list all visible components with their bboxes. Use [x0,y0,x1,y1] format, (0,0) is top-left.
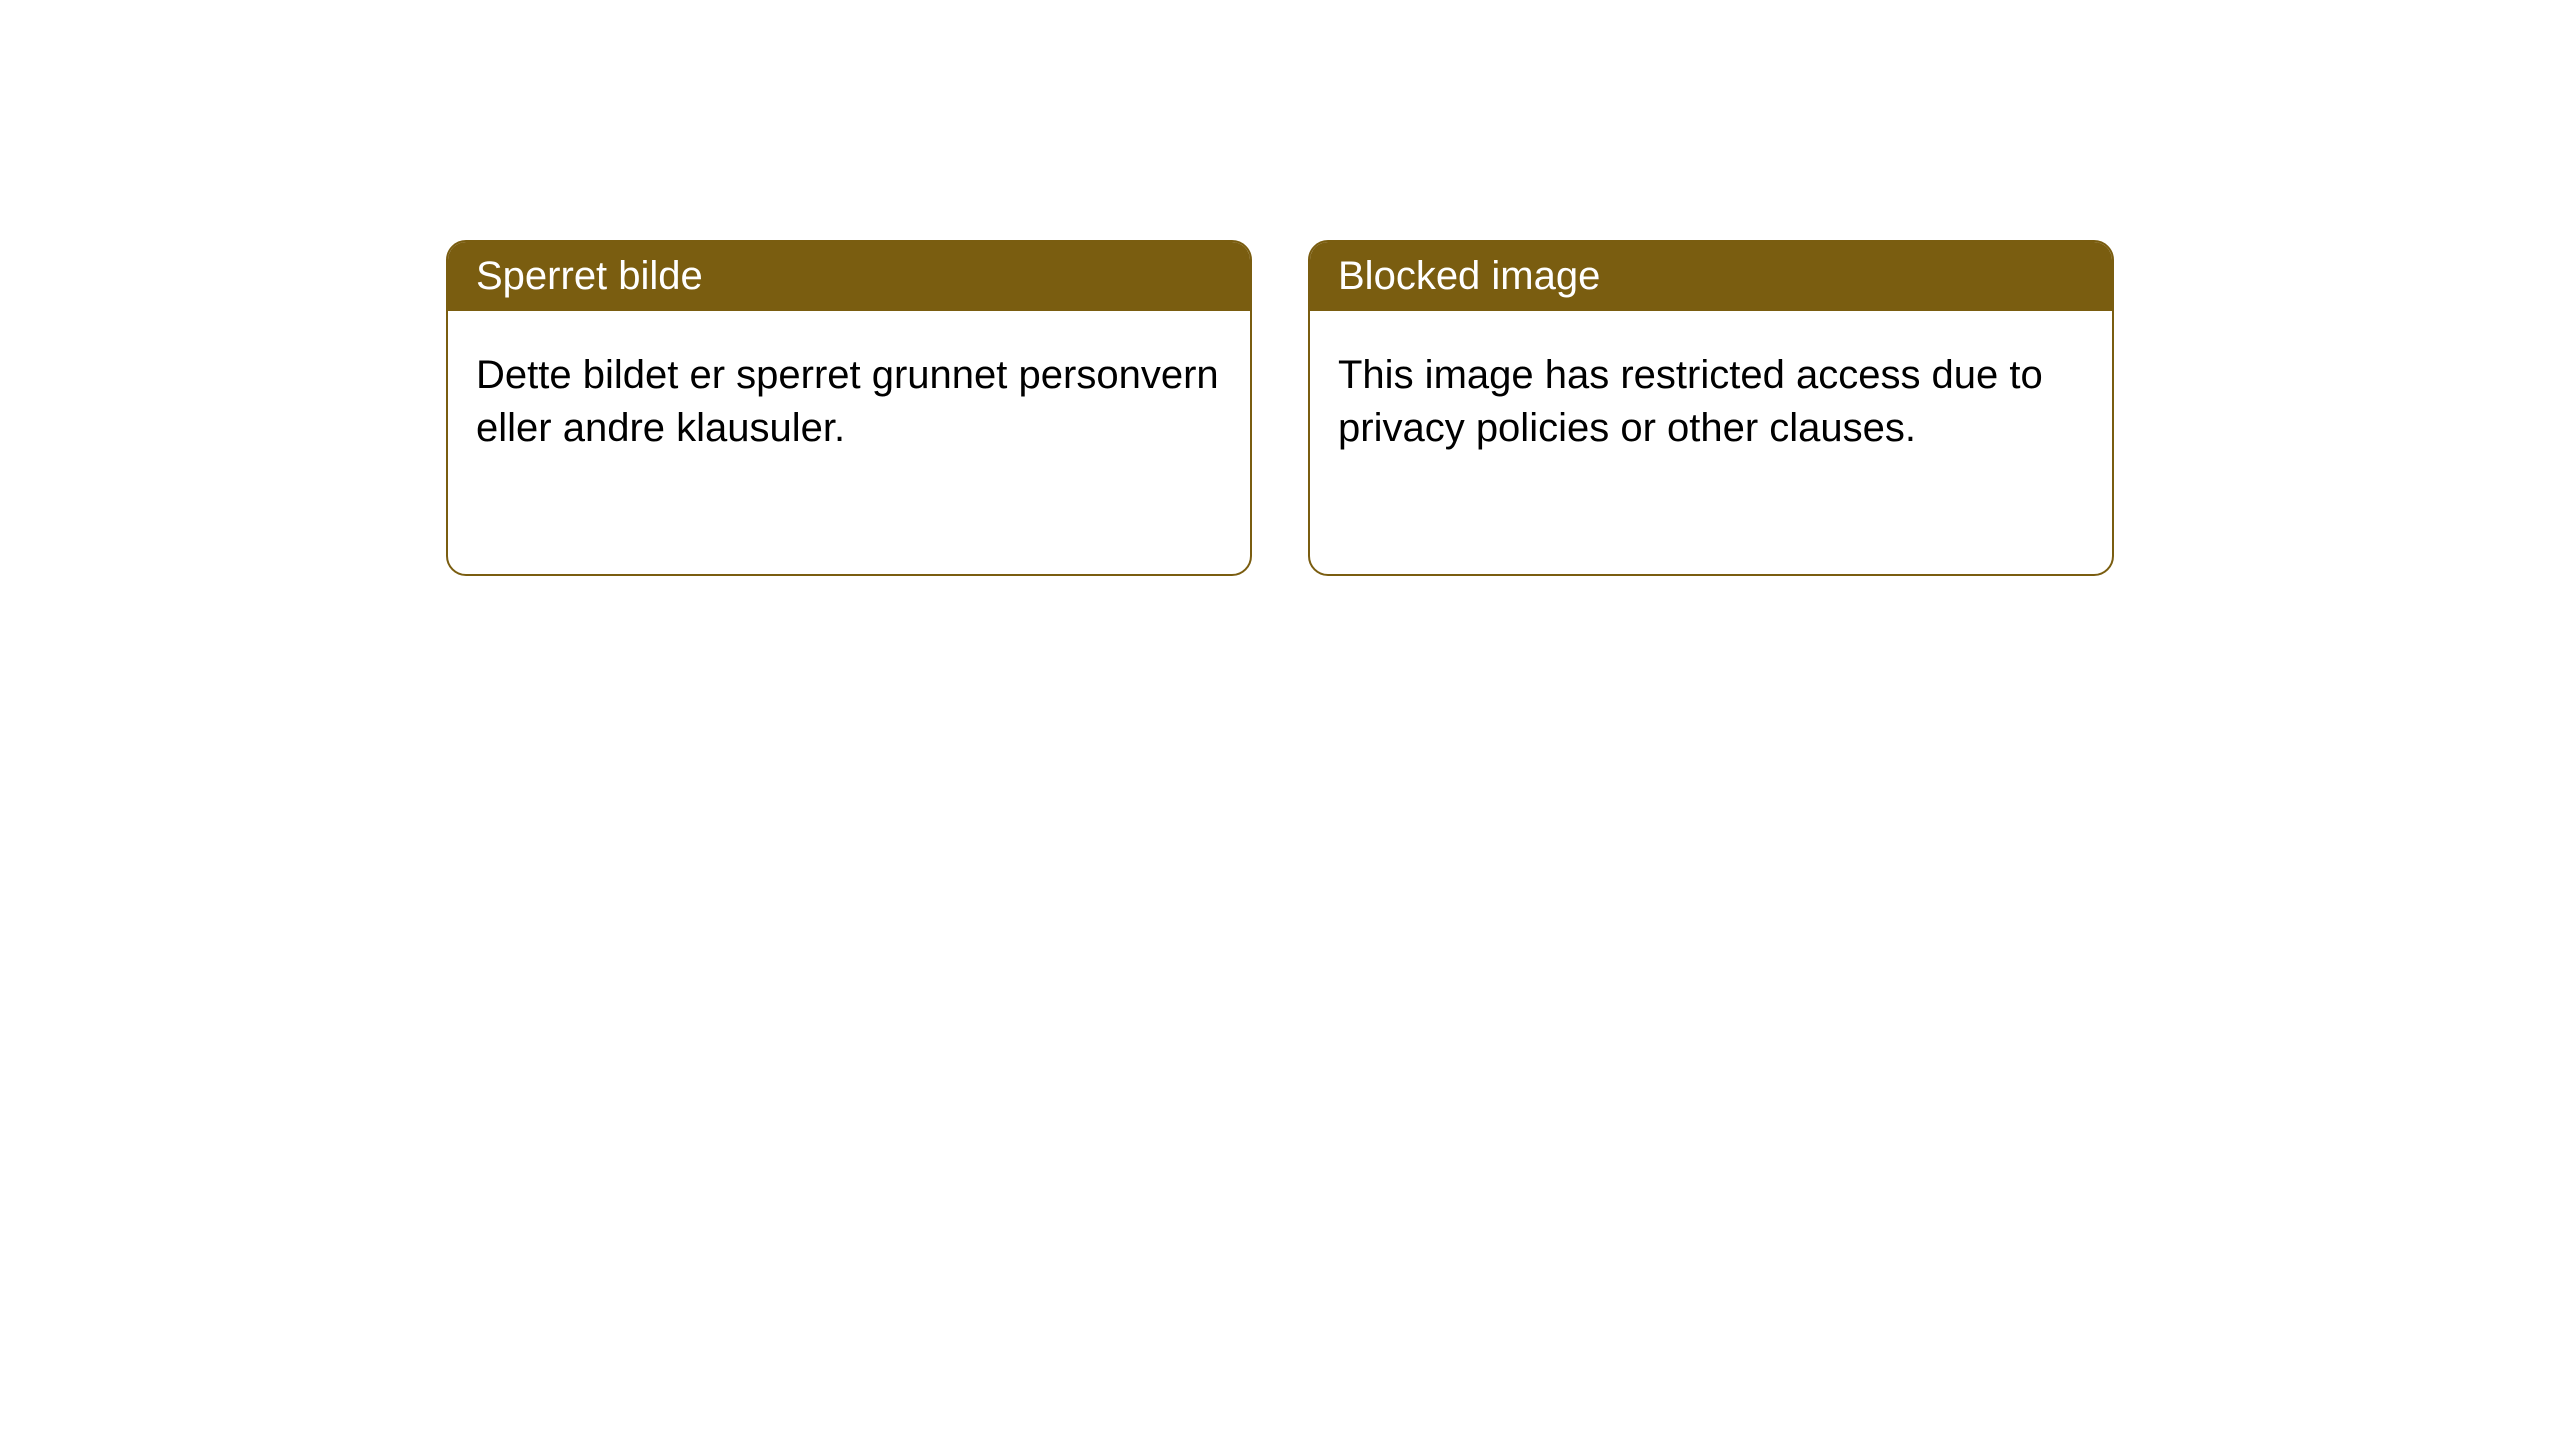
notice-card-english: Blocked image This image has restricted … [1308,240,2114,576]
card-header: Sperret bilde [448,242,1250,311]
card-body-text: Dette bildet er sperret grunnet personve… [476,353,1219,450]
notice-cards-row: Sperret bilde Dette bildet er sperret gr… [446,240,2114,1440]
card-title: Blocked image [1338,254,1600,298]
notice-card-norwegian: Sperret bilde Dette bildet er sperret gr… [446,240,1252,576]
card-body-text: This image has restricted access due to … [1338,353,2043,450]
card-title: Sperret bilde [476,254,703,298]
card-body: Dette bildet er sperret grunnet personve… [448,311,1250,493]
card-body: This image has restricted access due to … [1310,311,2112,493]
card-header: Blocked image [1310,242,2112,311]
